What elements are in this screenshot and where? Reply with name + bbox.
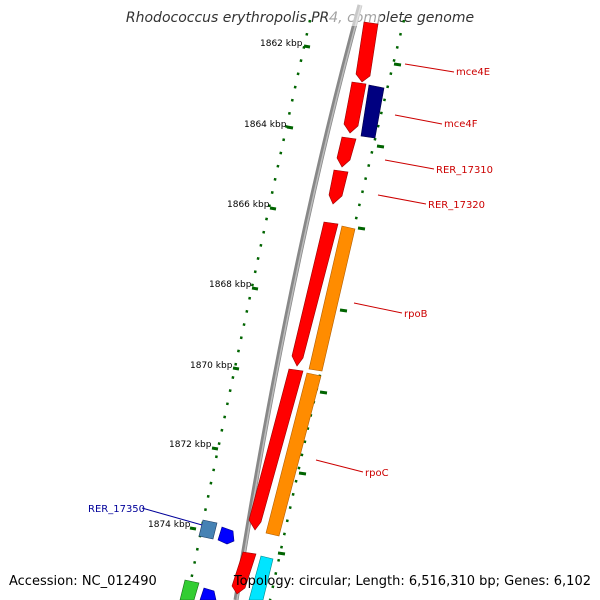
tick-label: 1862 kbp: [260, 39, 303, 49]
gene-mce4F-red: [343, 81, 367, 134]
tick-outer-6: [298, 471, 307, 476]
tick-label: 1870 kbp: [190, 361, 233, 371]
tick-label: 1872 kbp: [169, 440, 212, 450]
gene-RER_17310: [336, 136, 357, 168]
top-fade: [330, 0, 380, 26]
gene-rpoC: [248, 368, 304, 531]
tick-label: 1866 kbp: [227, 200, 270, 210]
leader-rpoC: [315, 459, 364, 473]
tick-1866: [269, 206, 277, 211]
gene-label-mce4E: mce4E: [456, 67, 490, 78]
gene-mce4E: [355, 21, 379, 83]
gene-red-bottom: [231, 551, 257, 595]
tick-1862: [303, 44, 311, 49]
accession-text: Accession: NC_012490: [9, 574, 157, 589]
orange-genes: [265, 225, 356, 537]
gene-RER_17350: [198, 519, 218, 540]
gene-mce4F-navy: [360, 84, 385, 139]
gene-label-rpoC: rpoC: [365, 468, 389, 479]
gene-label-RER_17310: RER_17310: [436, 165, 493, 176]
tick-1874: [189, 526, 197, 531]
gene-rpoB: [291, 221, 339, 367]
tick-outer-4: [339, 308, 348, 313]
gene-label-RER_17320: RER_17320: [428, 200, 485, 211]
tick-1868: [251, 286, 259, 291]
tick-label: 1864 kbp: [244, 120, 287, 130]
leader-rpoB: [353, 302, 403, 314]
leader-RER_17320: [377, 194, 427, 205]
leader-RER_17350: [141, 507, 203, 526]
genome-summary-text: Topology: circular; Length: 6,516,310 bp…: [233, 574, 591, 589]
tick-1872: [211, 446, 219, 451]
forward-strand-genes: [231, 21, 379, 595]
gene-RER_17320: [328, 169, 349, 205]
gene-cyan: [248, 555, 274, 600]
tick-outer-5: [319, 390, 328, 395]
tick-label: 1874 kbp: [148, 520, 191, 530]
tick-label: 1868 kbp: [209, 280, 252, 290]
tick-1870: [232, 366, 240, 371]
leader-RER_17310: [384, 159, 435, 170]
gene-label-RER_17350: RER_17350: [88, 504, 145, 515]
gene-label-mce4F: mce4F: [444, 119, 478, 130]
gene-blue-bottom: [199, 587, 217, 600]
leader-mce4F: [394, 114, 443, 125]
scale-dotted-line-outer: [268, 19, 406, 600]
leader-mce4E: [404, 63, 455, 73]
tick-outer-3: [357, 226, 366, 231]
gene-blue-arrow: [217, 526, 235, 545]
map-title: Rhodococcus erythropolis PR4, complete g…: [125, 10, 475, 26]
gene-green: [179, 579, 200, 600]
tick-outer-1: [393, 62, 402, 67]
tick-1864: [286, 125, 294, 130]
gene-rpoC-orange: [265, 372, 322, 537]
gene-rpoB-orange: [308, 225, 356, 372]
genome-backbone: [233, 4, 363, 600]
tick-outer-7: [277, 551, 286, 556]
tick-outer-2: [376, 144, 385, 149]
major-ticks: [189, 44, 402, 556]
gene-label-rpoB: rpoB: [404, 309, 428, 320]
